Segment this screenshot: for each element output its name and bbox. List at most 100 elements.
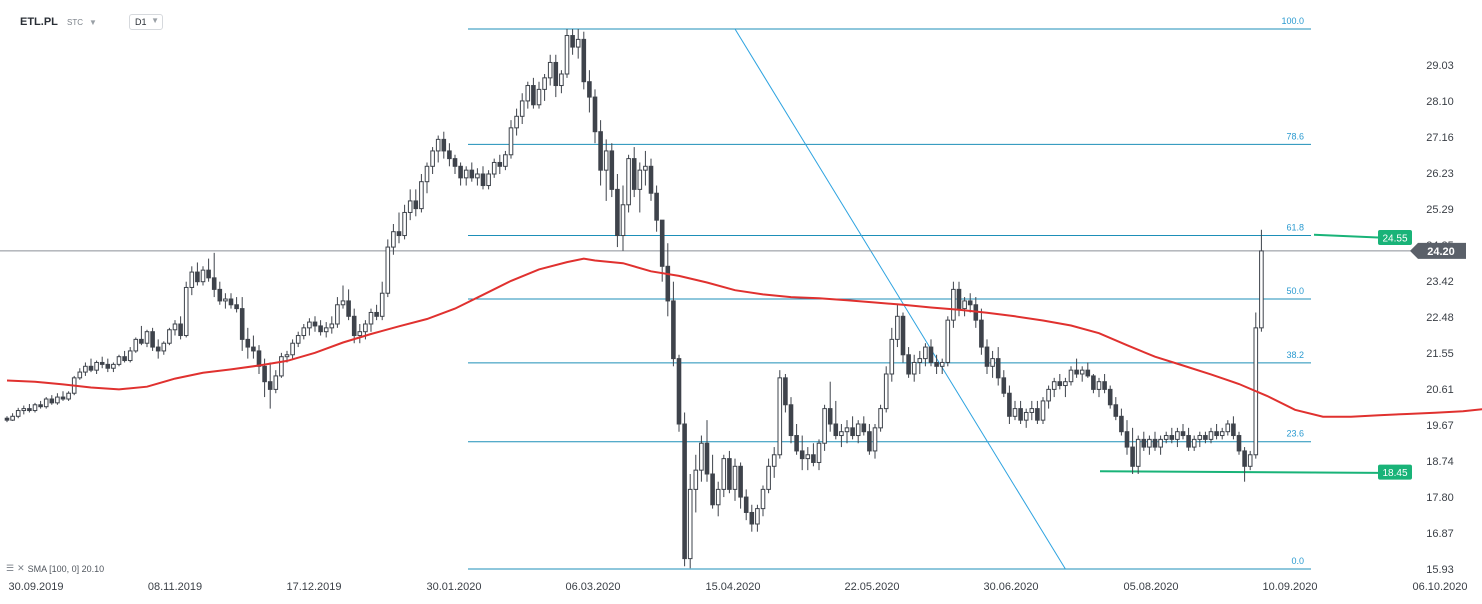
- candle-body-up: [1023, 411, 1029, 421]
- candle: [161, 341, 167, 355]
- sma-100-line[interactable]: [6, 257, 1482, 418]
- resistance-line[interactable]: [1313, 233, 1379, 239]
- candle: [83, 362, 88, 376]
- candle-body-up: [1158, 438, 1163, 448]
- candle-body-up: [111, 363, 116, 369]
- candle-body-down: [1236, 435, 1242, 452]
- candle-body-down: [256, 350, 262, 367]
- candle-body-down: [1001, 377, 1007, 394]
- candle: [1040, 397, 1046, 424]
- candle: [4, 416, 10, 423]
- candle-body-up: [463, 169, 469, 179]
- candle: [743, 489, 749, 521]
- candle-body-up: [693, 469, 699, 490]
- candle-body-up: [536, 88, 542, 106]
- candle: [329, 316, 335, 334]
- candle: [396, 212, 402, 244]
- y-tick-label: 23.42: [1426, 276, 1454, 288]
- candle-body-down: [553, 61, 559, 87]
- candle-body-down: [27, 408, 32, 412]
- candle-body-up: [357, 331, 363, 337]
- candle: [1057, 374, 1063, 390]
- y-tick-label: 29.03: [1426, 60, 1454, 72]
- candle: [811, 443, 816, 467]
- candle-body-up: [323, 327, 329, 333]
- candle: [536, 81, 542, 109]
- candle-body-up: [687, 488, 693, 560]
- candle: [508, 120, 514, 159]
- candle-body-up: [133, 338, 139, 352]
- chart-type-caret-icon[interactable]: ▼: [89, 17, 97, 27]
- level-price-badge[interactable]: 24.55: [1378, 229, 1412, 245]
- candle: [962, 297, 967, 317]
- candle-body-down: [1007, 392, 1012, 417]
- level-price-badge[interactable]: 18.45: [1378, 464, 1412, 480]
- candle: [1135, 435, 1141, 474]
- trendline[interactable]: [734, 28, 1066, 570]
- indicator-legend[interactable]: ☰ ✕ SMA [100, 0] 20.10: [6, 563, 104, 574]
- candle: [570, 29, 575, 55]
- candle-body-down: [155, 346, 161, 352]
- candle: [867, 424, 872, 455]
- candle: [1051, 377, 1057, 398]
- indicator-remove-icon[interactable]: ✕: [17, 563, 25, 573]
- candle: [693, 454, 699, 513]
- x-tick-label: 05.08.2020: [1123, 581, 1178, 593]
- candle: [771, 447, 777, 478]
- candle: [553, 54, 559, 98]
- candle-body-down: [447, 150, 452, 160]
- candle: [1247, 450, 1253, 471]
- x-tick-label: 30.06.2020: [983, 581, 1038, 593]
- candle-body-up: [844, 427, 850, 433]
- candle: [1119, 408, 1124, 436]
- candle-body-down: [312, 321, 318, 327]
- candle-body-up: [643, 165, 648, 171]
- candle-body-up: [10, 415, 15, 421]
- candle-body-down: [581, 38, 587, 83]
- candle-body-up: [1147, 438, 1152, 448]
- candle-body-down: [676, 358, 682, 425]
- candle-body-down: [88, 365, 94, 371]
- candle-body-up: [519, 100, 525, 117]
- candle-body-up: [626, 158, 631, 206]
- indicator-menu-icon[interactable]: ☰: [6, 563, 15, 573]
- candle-body-up: [1096, 381, 1102, 390]
- candle: [88, 358, 94, 373]
- badge-label: 24.55: [1382, 233, 1407, 244]
- candle: [279, 352, 284, 378]
- candle-body-down: [1231, 423, 1236, 437]
- candle-body-down: [827, 408, 833, 425]
- candle-body-up: [94, 361, 99, 371]
- timeframe-selector[interactable]: D1 ▼: [129, 14, 163, 30]
- symbol-label[interactable]: ETL.PL: [20, 16, 58, 28]
- candle-body-up: [21, 408, 27, 412]
- candle: [1203, 431, 1208, 444]
- candle-body-up: [525, 85, 531, 102]
- candle-body-up: [385, 246, 391, 294]
- candle: [150, 327, 155, 351]
- candle-body-down: [4, 417, 10, 421]
- candle: [984, 339, 990, 374]
- candle-body-up: [542, 77, 547, 90]
- candle: [1163, 431, 1169, 444]
- candle-body-down: [648, 165, 654, 194]
- candle-body-up: [1012, 408, 1018, 417]
- candle-body-up: [419, 181, 424, 210]
- candle: [374, 304, 379, 321]
- candle: [435, 135, 441, 163]
- support-line[interactable]: [1099, 470, 1379, 474]
- candle-body-up: [559, 73, 564, 87]
- candle: [1096, 377, 1102, 398]
- candle-body-down: [122, 356, 127, 362]
- candle-body-up: [816, 442, 822, 463]
- candle: [525, 81, 531, 109]
- candle-body-up: [1208, 431, 1214, 440]
- candle: [346, 289, 351, 321]
- candle: [55, 393, 60, 405]
- candle: [27, 404, 32, 413]
- candle: [1231, 416, 1236, 440]
- candle: [469, 162, 475, 182]
- chart-type-label[interactable]: STC: [67, 17, 83, 27]
